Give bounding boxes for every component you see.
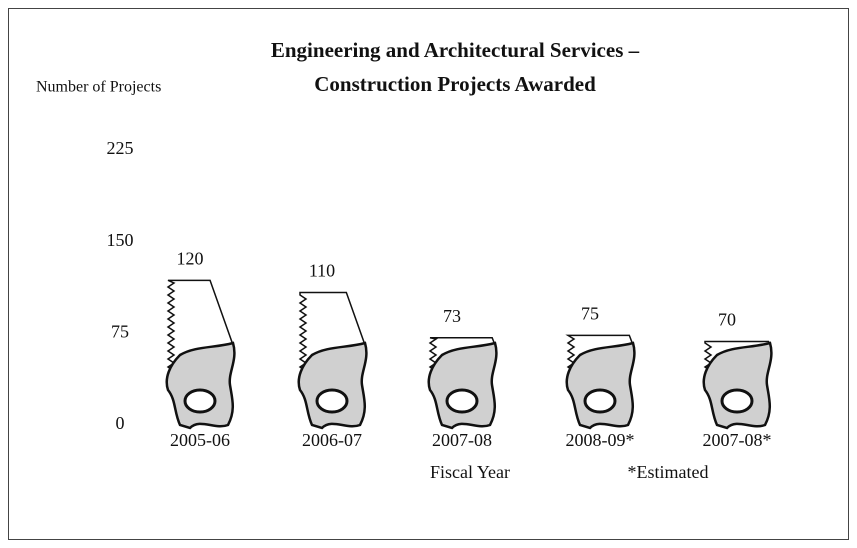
saw-handle-hole (722, 390, 752, 412)
saw-handle-hole (185, 390, 215, 412)
annotation: *Estimated (628, 462, 709, 482)
page: Engineering and Architectural Services –… (0, 0, 857, 548)
x-tick-label: 2008-09* (566, 430, 635, 450)
y-tick-label: 225 (107, 138, 134, 158)
saw-handle-hole (585, 390, 615, 412)
y-axis-label: Number of Projects (36, 79, 161, 96)
saw-handle-hole (447, 390, 477, 412)
chart-title: Engineering and Architectural Services – (271, 38, 640, 62)
value-label: 75 (581, 303, 599, 323)
chart-title: Construction Projects Awarded (314, 72, 596, 96)
x-tick-label: 2005-06 (170, 430, 230, 450)
y-tick-label: 0 (116, 413, 125, 433)
x-tick-label: 2006-07 (302, 430, 362, 450)
y-tick-label: 150 (107, 230, 134, 250)
value-label: 110 (309, 261, 335, 281)
saw-handle-hole (317, 390, 347, 412)
x-tick-label: 2007-08 (432, 430, 492, 450)
value-label: 73 (443, 306, 461, 326)
x-axis-label: Fiscal Year (430, 462, 510, 482)
value-label: 70 (718, 310, 736, 330)
x-tick-label: 2007-08* (703, 430, 772, 450)
chart: Engineering and Architectural Services –… (0, 0, 857, 548)
y-tick-label: 75 (111, 321, 129, 341)
value-label: 120 (177, 248, 204, 268)
